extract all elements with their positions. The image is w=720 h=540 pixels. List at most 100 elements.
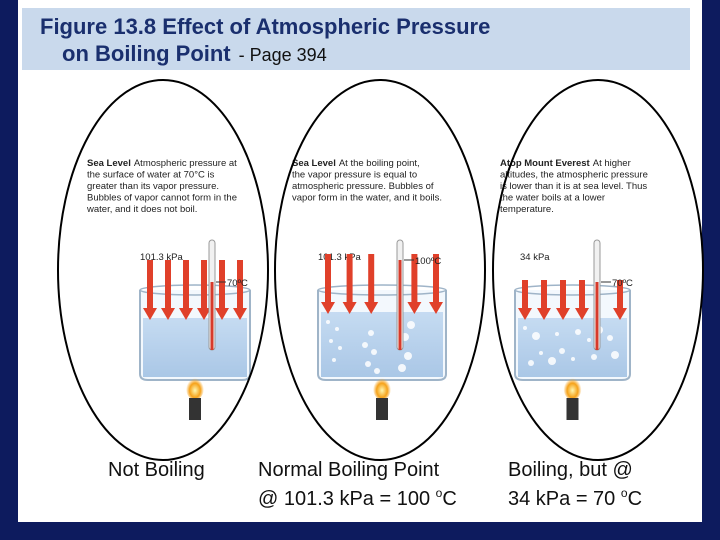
burner [566, 398, 579, 420]
caption-heading: Atop Mount Everest [500, 158, 591, 169]
arrow-head [429, 302, 443, 314]
flame [186, 376, 204, 400]
arrow-head [342, 302, 357, 314]
caption-line: the vapor pressure is equal to [292, 170, 417, 181]
arrow-head [556, 308, 570, 320]
bubble [528, 360, 534, 366]
bubble [404, 352, 412, 360]
title: on Boiling Point - Page 394 [62, 41, 327, 66]
bubble [407, 321, 415, 329]
page-ref: - Page 394 [239, 45, 327, 65]
beaker-water [143, 318, 247, 377]
burner [189, 398, 201, 420]
bubble [523, 326, 527, 330]
title-line: on Boiling Point [62, 41, 231, 66]
arrow-head [161, 308, 175, 320]
arrow-head [575, 308, 589, 320]
caption-line: vapor form in the water, and it boils. [292, 193, 442, 204]
burner [376, 398, 388, 420]
pressure-label: 101.3 kPa [318, 252, 361, 263]
arrow-head [233, 308, 247, 320]
beaker-rim [317, 284, 447, 296]
bubble [368, 330, 374, 336]
bubble [539, 351, 543, 355]
arrow-head [197, 308, 211, 320]
arrow-head [179, 308, 193, 320]
caption-line: atmospheric pressure. Bubbles of [292, 181, 434, 192]
caption-line: the surface of water at 70°C is [87, 170, 215, 181]
caption-line: temperature. [500, 204, 554, 215]
bubble [374, 368, 380, 374]
beaker-glass [139, 290, 251, 381]
bubble [575, 329, 581, 335]
panel: Sea Level Atmospheric pressure at the surf… [57, 79, 269, 461]
bubble [555, 332, 559, 336]
panel-oval [274, 79, 486, 461]
content-area [18, 0, 702, 522]
caption: Atop Mount Everest At higher altitudes, th… [500, 158, 648, 215]
bubble [332, 358, 336, 362]
arrow-head [537, 308, 551, 320]
caption-line: the water boils at a lower [500, 193, 605, 204]
unit: C [628, 488, 642, 510]
arrow-head [215, 308, 229, 320]
panel: Sea Level At the boiling point, the vapor … [274, 79, 486, 461]
bubble [548, 357, 556, 365]
panel: Atop Mount Everest At higher altitudes, th… [492, 79, 704, 461]
caption-heading: Sea Level [87, 158, 131, 169]
beaker-rim [139, 284, 251, 296]
condition: @ 101.3 kPa = 100 [258, 488, 436, 510]
pressure-label: 101.3 kPa [140, 252, 183, 263]
state-label: 34 kPa = 70 oC [508, 486, 642, 510]
beaker-glass [317, 290, 447, 381]
beaker-water [518, 318, 627, 377]
temperature-label: 100ºC [415, 256, 441, 267]
pressure-label: 34 kPa [520, 252, 550, 263]
bubble [398, 364, 406, 372]
temperature-label: 70ºC [227, 278, 248, 289]
arrow-head [613, 308, 627, 320]
bubble [571, 357, 575, 361]
bubble [326, 320, 330, 324]
state-label: Normal Boiling Point [258, 459, 440, 481]
unit: C [442, 488, 456, 510]
bubble [532, 332, 540, 340]
caption-line: water, and it does not boil. [86, 204, 197, 215]
condition: 34 kPa = 70 [508, 488, 621, 510]
caption-line: altitudes, the atmospheric pressure [500, 170, 648, 181]
degree-sup: o [621, 486, 628, 500]
bubble [559, 348, 565, 354]
arrow-head [321, 302, 335, 314]
thermometer-fluid [398, 260, 402, 350]
panels: Sea Level Atmospheric pressure at the surf… [57, 79, 704, 461]
caption-line: Bubbles of vapor cannot form in the [87, 193, 237, 204]
bubble [607, 335, 613, 341]
bubble [329, 339, 333, 343]
arrow-head [518, 308, 532, 320]
caption-line: At the boiling point, [339, 158, 420, 169]
caption-line: Atmospheric pressure at [134, 158, 237, 169]
bubble [365, 361, 371, 367]
flame [563, 376, 582, 400]
state-label: @ 101.3 kPa = 100 oC [258, 486, 457, 510]
header-bar [22, 8, 690, 70]
arrow-head [364, 302, 379, 314]
title: Figure 13.8 Effect of Atmospheric Pressu… [40, 14, 490, 39]
arrow-head [407, 302, 422, 314]
caption-heading: Sea Level [292, 158, 336, 169]
bubble [371, 349, 377, 355]
caption-line: greater than its vapor pressure. [87, 181, 219, 192]
bubble [587, 338, 591, 342]
caption: Sea Level Atmospheric pressure at the surf… [86, 158, 237, 215]
beaker-water [321, 312, 443, 377]
flame [373, 376, 391, 400]
bubble [338, 346, 342, 350]
beaker-rim [514, 284, 631, 296]
thermometer-fluid [595, 282, 599, 350]
arrow-head [143, 308, 157, 320]
thermometer-fluid [210, 282, 214, 350]
state-label: Boiling, but @ [508, 459, 633, 481]
bubble [611, 351, 619, 359]
